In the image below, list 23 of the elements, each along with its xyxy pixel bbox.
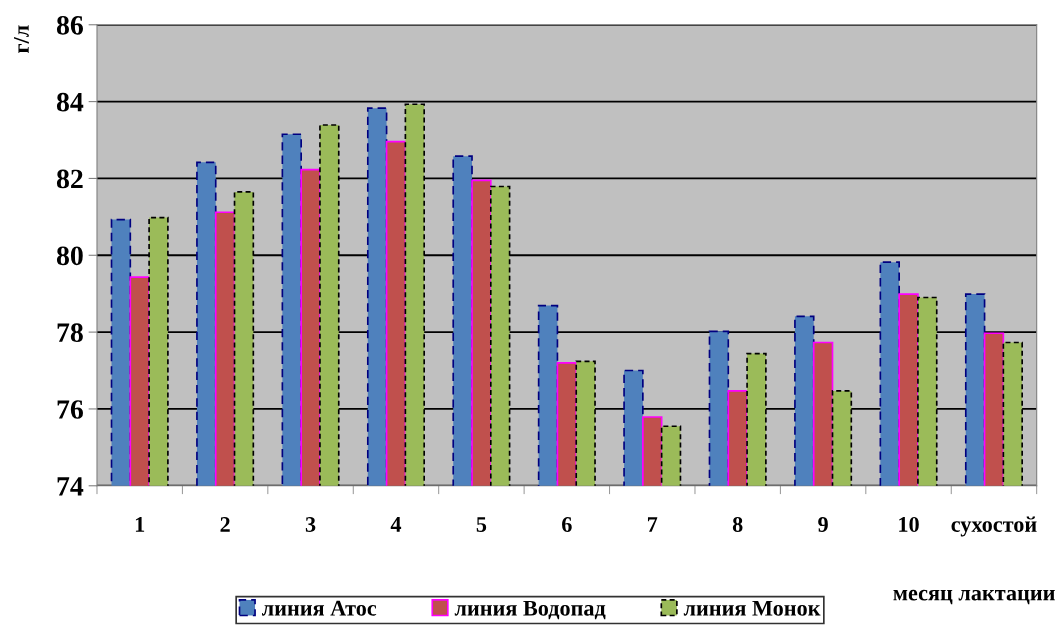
x-tick-label: 8	[732, 516, 743, 532]
y-tick-label: 86	[56, 15, 83, 35]
y-axis-title: г/л	[14, 25, 29, 53]
y-tick-label: 82	[56, 169, 83, 189]
y-tick-label: 78	[57, 323, 83, 343]
x-tick-label: 6	[562, 517, 572, 532]
x-tick-label: 4	[390, 517, 402, 532]
legend-label: линия Водопад	[454, 600, 606, 620]
x-tick-label: 9	[818, 517, 828, 532]
y-tick-label: 74	[57, 477, 84, 496]
y-tick-label: 80	[56, 246, 83, 266]
legend-label: линия Атос	[261, 600, 377, 616]
y-tick-label: 84	[56, 92, 84, 112]
x-tick-label: 2	[220, 517, 230, 532]
x-tick-label: 3	[305, 517, 316, 532]
y-tick-label: 76	[57, 400, 83, 419]
x-tick-label: 10	[899, 516, 919, 532]
x-tick-label: 5	[476, 517, 487, 532]
legend-label: линия Монок	[683, 600, 821, 616]
x-tick-label: 1	[135, 517, 145, 532]
x-tick-label: 7	[647, 517, 658, 532]
x-axis-title: месяц лактации	[893, 589, 1055, 605]
x-tick-label: сухостой	[951, 516, 1037, 537]
